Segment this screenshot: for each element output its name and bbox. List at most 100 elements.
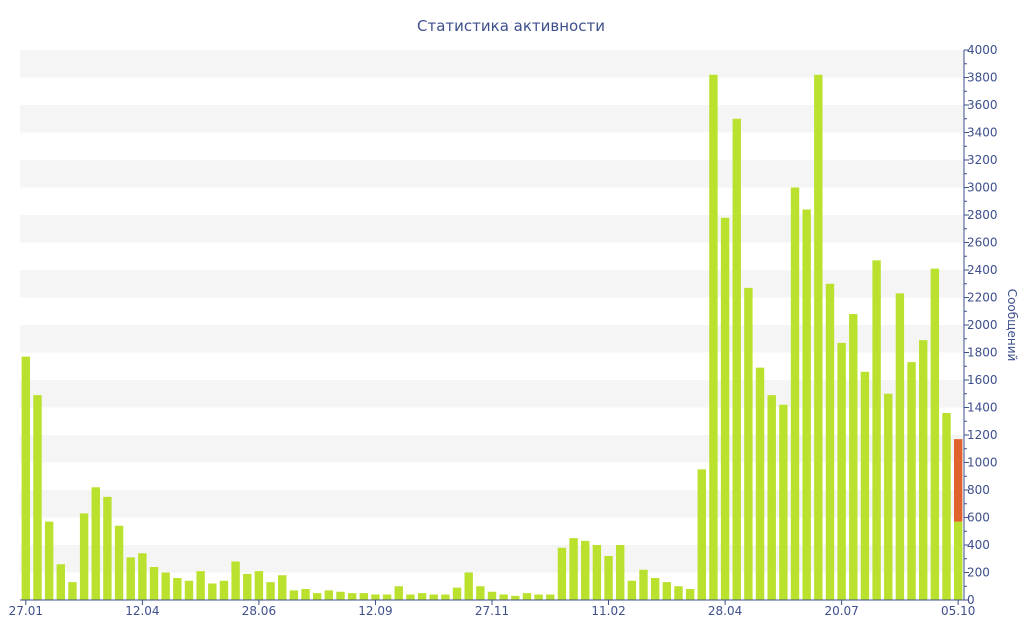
axes: 0 200 400 600 800 1000 1200 1400 1600 1800 2000 220… bbox=[9, 43, 998, 618]
x-tick-label: 20.07 bbox=[824, 604, 858, 618]
bar bbox=[557, 547, 567, 600]
x-tick-label: 12.04 bbox=[125, 604, 159, 618]
bar bbox=[371, 594, 380, 600]
x-tick-label: 28.06 bbox=[242, 604, 276, 618]
y-tick-label: 3600 bbox=[967, 98, 998, 112]
bar bbox=[604, 556, 613, 600]
bar bbox=[779, 404, 788, 600]
bar bbox=[511, 595, 520, 601]
bar bbox=[825, 283, 835, 600]
bar bbox=[324, 590, 334, 601]
bar bbox=[312, 593, 322, 601]
bar bbox=[243, 573, 252, 601]
bar bbox=[347, 593, 357, 601]
bar bbox=[114, 525, 124, 600]
bar bbox=[184, 580, 194, 600]
bar bbox=[884, 393, 893, 600]
grid-band bbox=[20, 50, 964, 78]
bar bbox=[639, 569, 648, 600]
bar bbox=[441, 594, 450, 600]
bar bbox=[790, 187, 800, 600]
bar bbox=[149, 567, 159, 600]
bar bbox=[33, 395, 42, 601]
y-tick-label: 1800 bbox=[967, 346, 998, 360]
bar bbox=[685, 589, 695, 600]
bar bbox=[103, 496, 112, 601]
bar bbox=[907, 362, 916, 601]
y-tick-label: 3400 bbox=[967, 126, 998, 140]
y-tick-label: 2400 bbox=[967, 263, 998, 277]
bar bbox=[942, 413, 951, 600]
bar bbox=[68, 582, 77, 601]
bar bbox=[569, 538, 578, 601]
bar bbox=[464, 572, 473, 600]
y-tick-label: 3000 bbox=[967, 181, 998, 195]
y-tick-label: 2000 bbox=[967, 318, 998, 332]
y-tick-label: 4000 bbox=[967, 43, 998, 57]
bar bbox=[837, 342, 846, 601]
chart-title: Статистика активности bbox=[417, 17, 605, 35]
bar bbox=[452, 587, 462, 601]
x-tick-label: 12.09 bbox=[358, 604, 392, 618]
bar bbox=[919, 340, 928, 601]
bar bbox=[732, 118, 741, 600]
bar bbox=[953, 521, 963, 601]
y-tick-label: 1000 bbox=[967, 456, 998, 470]
bar bbox=[266, 582, 275, 601]
y-tick-label: 3200 bbox=[967, 153, 998, 167]
bar bbox=[872, 260, 881, 601]
x-tick-label: 11.02 bbox=[591, 604, 625, 618]
bar bbox=[720, 217, 730, 600]
bar bbox=[417, 593, 427, 601]
y-tick-label: 2800 bbox=[967, 208, 998, 222]
bar bbox=[382, 594, 392, 600]
bar bbox=[138, 553, 147, 600]
bar bbox=[79, 513, 89, 601]
y-tick-label: 800 bbox=[967, 483, 990, 497]
bar bbox=[406, 594, 415, 600]
bar bbox=[849, 314, 858, 600]
bar bbox=[173, 578, 182, 600]
bar bbox=[860, 371, 870, 600]
y-tick-label: 1600 bbox=[967, 373, 998, 387]
bar bbox=[546, 594, 555, 600]
bar bbox=[91, 487, 100, 600]
bar bbox=[476, 586, 485, 600]
bar bbox=[336, 591, 345, 600]
bar bbox=[709, 74, 718, 600]
bar bbox=[44, 521, 54, 601]
bar bbox=[650, 578, 660, 600]
bar bbox=[930, 268, 940, 601]
y-tick-label: 2600 bbox=[967, 236, 998, 250]
bar bbox=[534, 594, 543, 600]
bar-series bbox=[21, 74, 963, 601]
grid-band bbox=[20, 160, 964, 188]
bar bbox=[616, 545, 625, 600]
grid-band bbox=[20, 105, 964, 133]
bar bbox=[895, 293, 905, 601]
y-axis-label: Сообщений bbox=[1005, 289, 1019, 362]
bar bbox=[522, 593, 532, 601]
bar bbox=[581, 540, 590, 601]
bar bbox=[744, 287, 753, 601]
bar bbox=[208, 583, 217, 600]
bar bbox=[231, 561, 240, 600]
bar bbox=[662, 582, 672, 601]
bar bbox=[487, 591, 497, 600]
bar bbox=[126, 557, 135, 601]
bar bbox=[767, 395, 776, 601]
y-tick-label: 1200 bbox=[967, 428, 998, 442]
bar bbox=[161, 572, 170, 600]
bar bbox=[219, 580, 229, 600]
y-tick-label: 3800 bbox=[967, 71, 998, 85]
y-tick-label: 400 bbox=[967, 538, 990, 552]
bar bbox=[814, 74, 823, 600]
bar bbox=[674, 586, 683, 600]
y-tick-label: 2200 bbox=[967, 291, 998, 305]
bar bbox=[21, 356, 31, 601]
bar bbox=[56, 564, 65, 600]
bar bbox=[802, 209, 811, 600]
bar bbox=[499, 594, 508, 600]
